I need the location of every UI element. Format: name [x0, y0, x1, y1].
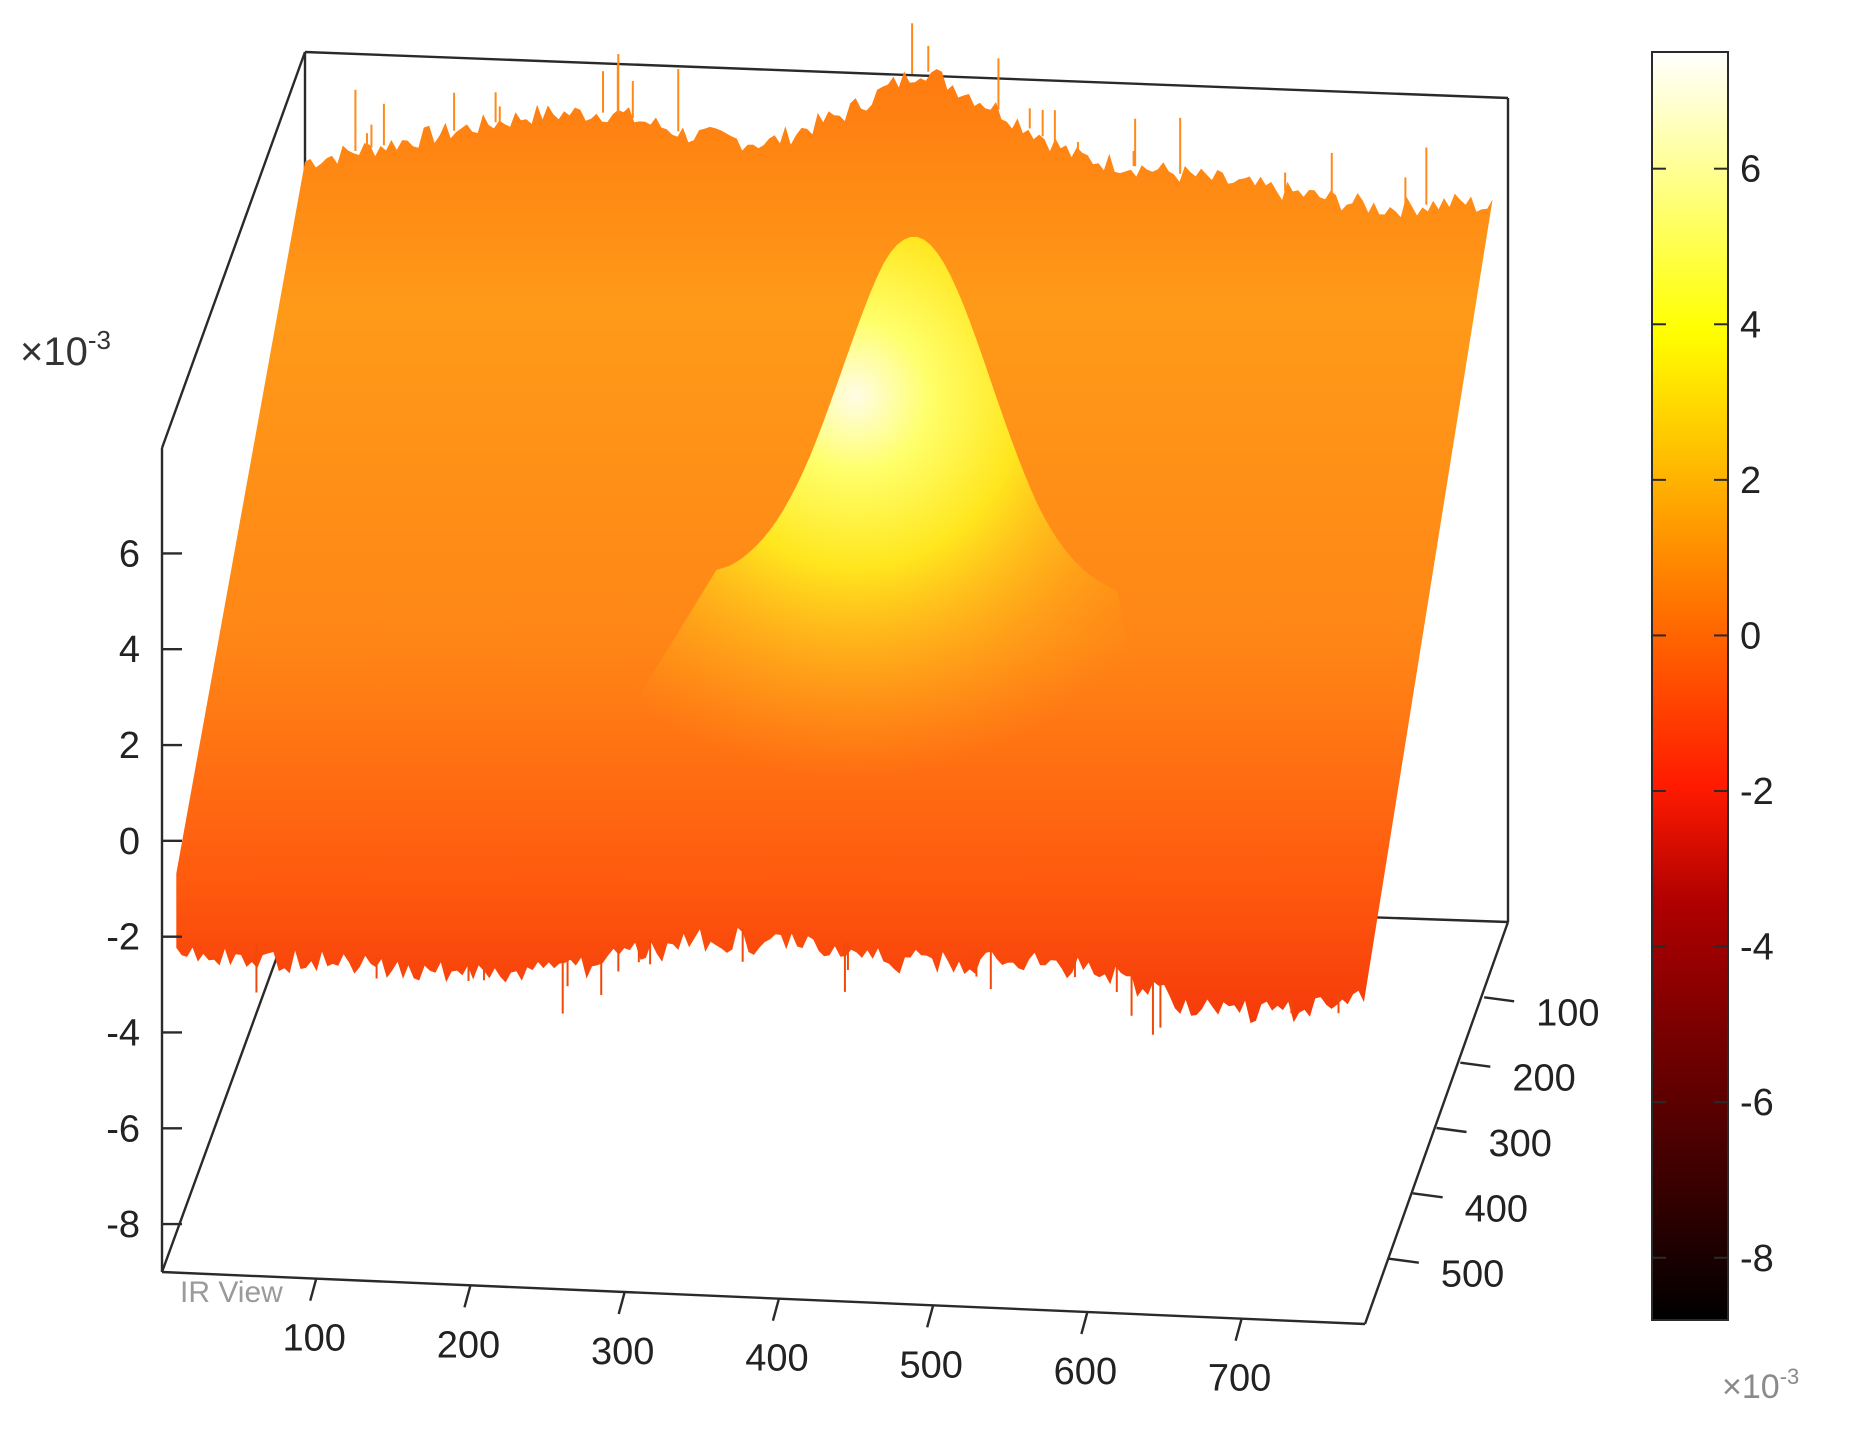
colorbar-tick-label: -6 — [1740, 1082, 1774, 1124]
x-tick-mark — [1234, 1318, 1243, 1341]
surface — [176, 23, 1493, 1035]
y-tick-mark — [1460, 1061, 1491, 1068]
z-tick-label: 2 — [119, 725, 140, 767]
watermark-text: IR View — [180, 1276, 283, 1309]
y-tick-label: 100 — [1536, 992, 1599, 1034]
x-tick-mark — [309, 1278, 318, 1301]
y-tick-label: 300 — [1489, 1123, 1552, 1165]
y-tick-label: 500 — [1441, 1254, 1504, 1296]
x-tick-mark — [1080, 1311, 1089, 1335]
z-tick-label: -2 — [106, 917, 140, 959]
z-tick-label: -8 — [106, 1204, 140, 1246]
z-axis: 6 4 2 0 -2 -4 -6 -8 — [106, 533, 182, 1246]
x-tick-label: 700 — [1208, 1358, 1271, 1400]
colorbar-tick-label: -8 — [1740, 1238, 1774, 1280]
y-tick-mark — [1388, 1257, 1419, 1264]
colorbar-tick-label: 2 — [1740, 460, 1761, 502]
x-tick-label: 200 — [437, 1324, 500, 1366]
z-tick-label: 0 — [119, 821, 140, 863]
x-tick-label: 400 — [745, 1338, 808, 1380]
y-tick-label: 200 — [1512, 1058, 1575, 1100]
x-axis: 100 200 300 400 500 600 700 — [283, 1278, 1271, 1400]
colorbar-tick-label: 0 — [1740, 615, 1761, 657]
x-tick-mark — [925, 1305, 935, 1328]
x-tick-mark — [617, 1291, 626, 1315]
z-tick-label: -4 — [106, 1012, 140, 1054]
z-tick-label: 4 — [119, 629, 140, 671]
y-tick-label: 400 — [1465, 1188, 1528, 1230]
back-top-edge — [304, 50, 1509, 100]
colorbar: 6 4 2 0 -2 -4 -6 -8 ×10-3 — [1651, 51, 1799, 1406]
x-tick-mark — [771, 1298, 781, 1321]
y-tick-mark — [1436, 1126, 1467, 1134]
x-tick-mark — [463, 1285, 472, 1308]
y-tick-mark — [1484, 996, 1515, 1003]
x-tick-label: 500 — [899, 1344, 962, 1386]
colorbar-tick-label: 4 — [1740, 304, 1761, 346]
colorbar-ticks: 6 4 2 0 -2 -4 -6 -8 — [1652, 149, 1774, 1280]
surface-peak — [546, 236, 1164, 873]
z-tick-label: 6 — [119, 533, 140, 575]
colorbar-tick-label: -4 — [1740, 927, 1774, 969]
y-axis-line — [1363, 921, 1510, 1325]
x-tick-label: 300 — [591, 1331, 654, 1373]
colorbar-exponent: ×10-3 — [1722, 1364, 1799, 1406]
y-axis: 100 200 300 400 500 — [1388, 992, 1600, 1296]
x-axis-line — [161, 1270, 1366, 1326]
colorbar-tick-label: -2 — [1740, 771, 1774, 813]
colorbar-tick-label: 6 — [1740, 149, 1761, 191]
colorbar-gradient — [1651, 51, 1729, 1321]
z-axis-exponent: ×10-3 — [20, 325, 111, 374]
x-tick-label: 600 — [1054, 1351, 1117, 1393]
z-tick-label: -6 — [106, 1108, 140, 1150]
left-top-edge — [160, 51, 307, 449]
x-tick-label: 100 — [283, 1318, 346, 1360]
y-tick-mark — [1412, 1192, 1443, 1199]
